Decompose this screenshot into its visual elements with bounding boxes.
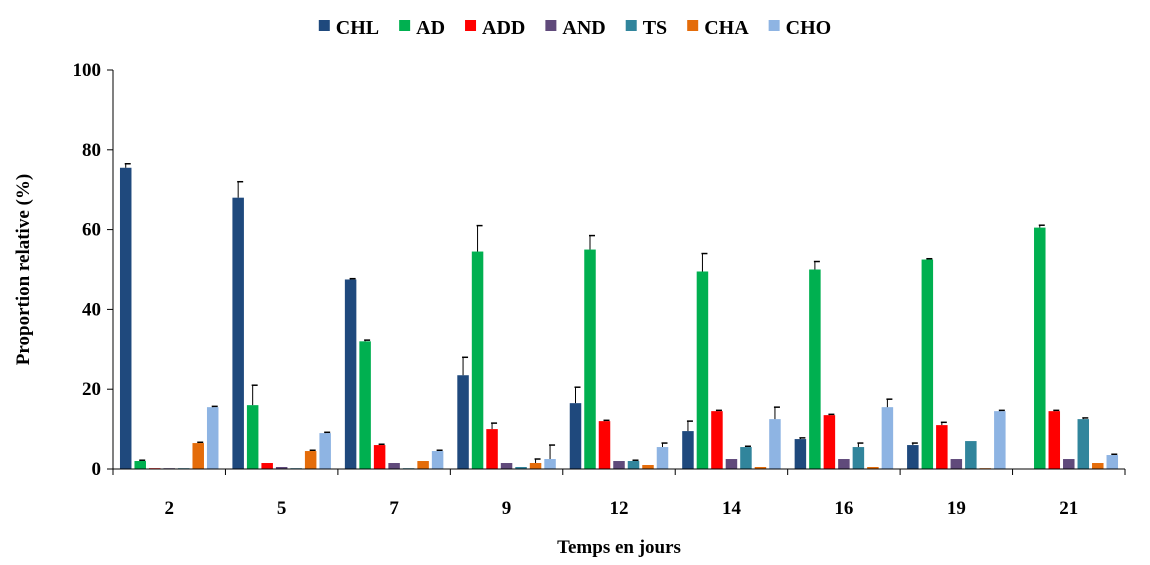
bar-add bbox=[711, 411, 723, 469]
bar-and bbox=[726, 459, 738, 469]
y-tick-label: 20 bbox=[82, 379, 101, 400]
legend-swatch-chl bbox=[319, 20, 330, 31]
bar-cha bbox=[417, 461, 429, 469]
bar-ts bbox=[853, 447, 865, 469]
x-tick-label: 7 bbox=[389, 498, 399, 519]
y-tick-label: 100 bbox=[73, 60, 102, 81]
y-tick-label: 0 bbox=[92, 459, 102, 480]
bar-cha bbox=[192, 443, 204, 469]
bar-ad bbox=[584, 250, 596, 469]
bar-ad bbox=[247, 405, 259, 469]
legend-label-chl: CHL bbox=[336, 17, 379, 39]
bar-chl bbox=[120, 168, 132, 469]
y-axis-title: Proportion relative (%) bbox=[13, 174, 34, 365]
legend-label-ad: AD bbox=[416, 17, 445, 39]
legend-label-cho: CHO bbox=[786, 17, 832, 39]
x-ticks: 2 5 7 9 12 14 16 19 21 bbox=[113, 469, 1125, 519]
y-tick-label: 40 bbox=[82, 299, 101, 320]
bar-and bbox=[501, 463, 513, 469]
legend: CHL AD ADD AND TS CHA CHO bbox=[319, 17, 831, 39]
bar-cho bbox=[319, 433, 331, 469]
bar-add bbox=[261, 463, 273, 469]
bar-chl bbox=[682, 431, 694, 469]
y-ticks: 0 20 40 60 80 100 bbox=[73, 60, 114, 480]
bar-and bbox=[1063, 459, 1075, 469]
legend-swatch-and bbox=[545, 20, 556, 31]
bar-cho bbox=[432, 451, 444, 469]
bar-cho bbox=[882, 407, 894, 469]
bar-ad bbox=[922, 260, 934, 469]
x-tick-label: 16 bbox=[834, 498, 853, 519]
bar-ts bbox=[740, 447, 752, 469]
legend-swatch-add bbox=[465, 20, 476, 31]
bar-ad bbox=[809, 270, 821, 470]
x-tick-label: 9 bbox=[502, 498, 512, 519]
bar-cho bbox=[207, 407, 219, 469]
y-tick-label: 60 bbox=[82, 220, 101, 241]
legend-swatch-cho bbox=[769, 20, 780, 31]
legend-label-add: ADD bbox=[482, 17, 525, 39]
bar-cho bbox=[769, 419, 781, 469]
x-tick-label: 5 bbox=[277, 498, 287, 519]
x-tick-label: 2 bbox=[164, 498, 174, 519]
bar-add bbox=[599, 421, 611, 469]
x-tick-label: 21 bbox=[1059, 498, 1078, 519]
bar-chl bbox=[907, 445, 919, 469]
bar-cho bbox=[544, 459, 556, 469]
bar-ad bbox=[697, 271, 709, 469]
x-axis-title: Temps en jours bbox=[557, 537, 681, 558]
bar-ad bbox=[359, 341, 371, 469]
bar-add bbox=[374, 445, 386, 469]
legend-label-and: AND bbox=[562, 17, 605, 39]
bar-ad bbox=[1034, 228, 1046, 469]
bar-ts bbox=[965, 441, 977, 469]
bar-ad bbox=[472, 252, 484, 469]
bar-cha bbox=[305, 451, 317, 469]
bar-add bbox=[486, 429, 498, 469]
bar-cho bbox=[1107, 455, 1119, 469]
bar-cho bbox=[657, 447, 669, 469]
bar-ts bbox=[1078, 419, 1090, 469]
bar-add bbox=[824, 415, 836, 469]
legend-label-ts: TS bbox=[643, 17, 667, 39]
bar-cha bbox=[530, 463, 542, 469]
bar-ad bbox=[134, 461, 146, 469]
bars-layer bbox=[120, 164, 1118, 469]
bar-chl bbox=[345, 279, 357, 469]
bar-ts bbox=[628, 461, 640, 469]
axes-layer bbox=[113, 70, 1125, 469]
bar-and bbox=[388, 463, 400, 469]
legend-swatch-cha bbox=[687, 20, 698, 31]
bar-and bbox=[613, 461, 625, 469]
bar-cha bbox=[642, 465, 654, 469]
bar-chl bbox=[232, 198, 244, 469]
x-tick-label: 12 bbox=[610, 498, 629, 519]
legend-swatch-ad bbox=[399, 20, 410, 31]
bar-chl bbox=[457, 375, 469, 469]
bar-cho bbox=[994, 411, 1006, 469]
legend-swatch-ts bbox=[626, 20, 637, 31]
x-tick-label: 14 bbox=[722, 498, 742, 519]
y-tick-label: 80 bbox=[82, 140, 101, 161]
bar-add bbox=[1049, 411, 1061, 469]
x-tick-label: 19 bbox=[947, 498, 966, 519]
bar-cha bbox=[1092, 463, 1104, 469]
bar-add bbox=[936, 425, 948, 469]
bar-and bbox=[838, 459, 850, 469]
legend-label-cha: CHA bbox=[704, 17, 749, 39]
bar-chl bbox=[795, 439, 807, 469]
bar-and bbox=[951, 459, 963, 469]
bar-chl bbox=[570, 403, 582, 469]
